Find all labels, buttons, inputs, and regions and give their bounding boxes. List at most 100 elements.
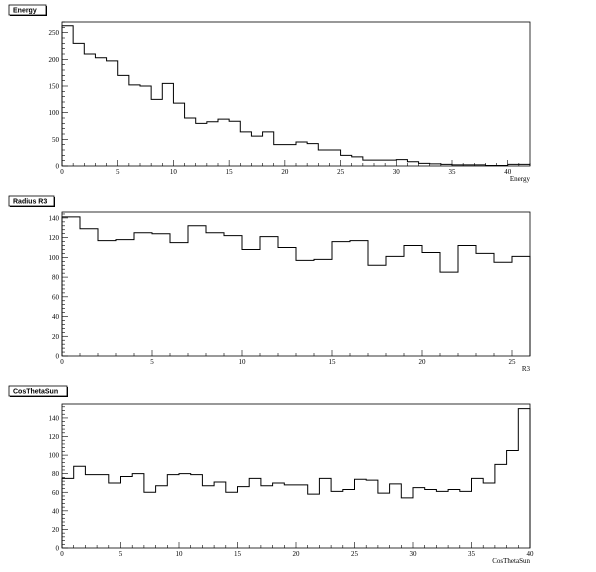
y-tick-label: 0 [56, 545, 60, 553]
x-axis-label: CosThetaSun [492, 557, 530, 565]
x-tick-label: 10 [170, 168, 178, 176]
histogram-bin [226, 492, 238, 548]
x-tick-label: 5 [116, 168, 120, 176]
y-tick-label: 140 [49, 214, 60, 222]
histogram-bin [363, 160, 374, 166]
x-tick-label: 40 [504, 168, 512, 176]
histogram-bin [242, 249, 260, 356]
x-tick-label: 30 [393, 168, 401, 176]
histogram-bin [308, 494, 320, 548]
histogram-bin [285, 145, 296, 166]
histogram-bin [273, 483, 285, 548]
histogram-bin [206, 233, 224, 356]
x-tick-label: 5 [150, 358, 154, 366]
title-box [8, 385, 68, 397]
histogram-bin [191, 475, 203, 548]
histogram-bin [107, 61, 118, 166]
histogram-bin [129, 85, 140, 166]
y-tick-label: 80 [52, 470, 60, 478]
histogram-bin [118, 75, 129, 166]
histogram-bin [156, 486, 168, 548]
histogram-bin [512, 256, 530, 356]
histogram-bin [170, 243, 188, 356]
histogram-bin [425, 489, 437, 548]
y-tick-label: 80 [52, 274, 60, 282]
histogram-bin [452, 165, 463, 166]
y-tick-label: 150 [49, 83, 60, 91]
histogram-outline [61, 408, 531, 548]
histogram-bin [224, 236, 242, 356]
histogram-bin [440, 272, 458, 356]
histogram-bin [134, 233, 152, 356]
histogram-bin [374, 160, 385, 166]
y-tick-label: 0 [56, 353, 60, 361]
title-box [8, 4, 47, 16]
x-axis-label: R3 [522, 365, 531, 373]
histogram-bin [343, 489, 355, 548]
x-tick-label: 30 [410, 550, 418, 558]
histogram-bin [263, 132, 274, 166]
y-tick-label: 40 [52, 507, 60, 515]
y-tick-label: 60 [52, 489, 60, 497]
histogram-bin [261, 486, 273, 548]
histogram-bin [436, 491, 448, 548]
y-tick-label: 120 [49, 433, 60, 441]
y-tick-label: 100 [49, 254, 60, 262]
x-tick-label: 20 [293, 550, 301, 558]
histogram-bin [430, 164, 441, 166]
histogram-bin [144, 492, 156, 548]
histogram-bin [98, 241, 116, 356]
x-tick-label: 20 [281, 168, 289, 176]
histogram-bin [274, 145, 285, 166]
histogram-bin [188, 226, 206, 356]
histogram-bin [62, 26, 73, 166]
histogram-bin [476, 253, 494, 356]
histogram-bin [73, 43, 84, 166]
x-tick-label: 35 [449, 168, 457, 176]
y-tick-label: 140 [49, 414, 60, 422]
histogram-bin [284, 485, 296, 548]
histogram-bin [508, 164, 519, 166]
y-tick-label: 50 [52, 136, 60, 144]
histogram-bin [162, 83, 173, 166]
histogram-bin [238, 487, 250, 548]
histogram-bin [422, 252, 440, 356]
histogram-bin [396, 160, 407, 166]
histogram-bin [385, 160, 396, 166]
histogram-bin [185, 118, 196, 166]
x-tick-label: 0 [60, 168, 64, 176]
histogram-bin [62, 478, 74, 548]
histogram-bin [251, 136, 262, 166]
y-tick-label: 100 [49, 452, 60, 460]
x-tick-label: 35 [468, 550, 476, 558]
histogram-bin [507, 450, 519, 548]
x-tick-label: 0 [60, 358, 64, 366]
histogram-bin [214, 482, 226, 548]
x-tick-label: 0 [60, 550, 64, 558]
histogram-bin [352, 157, 363, 166]
histogram-bin [85, 475, 97, 548]
histogram-bin [519, 164, 530, 166]
histogram-bin [179, 474, 191, 548]
histogram-bin [314, 259, 332, 356]
histogram-bin [132, 474, 144, 548]
x-tick-label: 15 [226, 168, 234, 176]
y-tick-label: 250 [49, 29, 60, 37]
histogram-bin [97, 475, 109, 548]
histogram-bin [341, 155, 352, 166]
histogram-outline [61, 25, 531, 166]
histogram-bin [401, 498, 413, 548]
title-box [8, 195, 55, 207]
histogram-bin [350, 241, 368, 356]
histogram-bin [460, 491, 472, 548]
histogram-bin [202, 486, 214, 548]
histogram-bin [240, 132, 251, 166]
histogram-bin [249, 478, 261, 548]
histogram-bin [366, 480, 378, 548]
histogram-bin [62, 217, 80, 356]
histogram-bin [331, 491, 343, 548]
histogram-bin [378, 493, 390, 548]
y-tick-label: 0 [56, 163, 60, 171]
